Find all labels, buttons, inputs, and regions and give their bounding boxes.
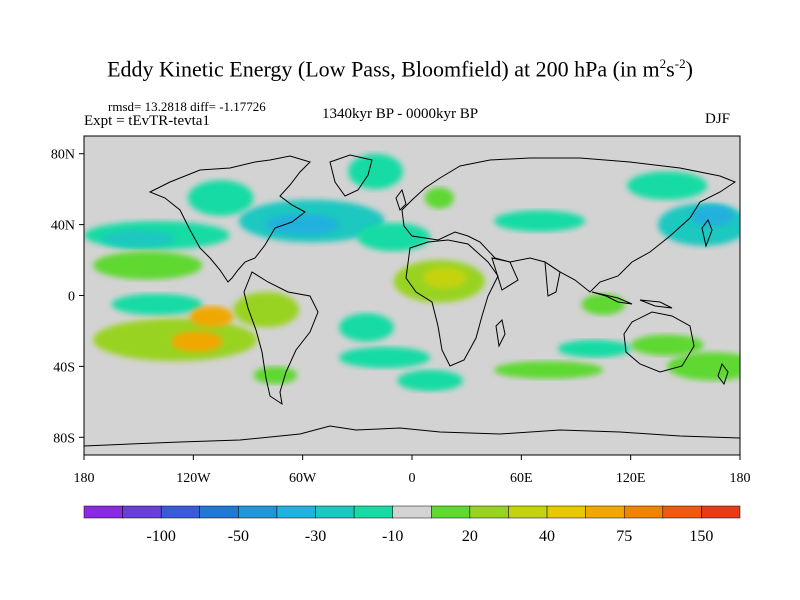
- y-tick-label: 80N: [51, 148, 75, 163]
- colorbar-swatch: [662, 505, 702, 519]
- anomaly-europe-pos: [424, 187, 454, 209]
- colorbar-label: 150: [689, 528, 713, 545]
- season-label: DJF: [704, 111, 730, 127]
- anomaly-southern-ocean-neg: [339, 346, 431, 369]
- anomaly-africa-pos-core: [422, 267, 467, 289]
- colorbar-swatch: [122, 505, 162, 519]
- anomaly-south-america-pos: [233, 291, 300, 328]
- chart-title: Eddy Kinetic Energy (Low Pass, Bloomfiel…: [107, 56, 693, 82]
- colorbar-label: -30: [305, 528, 326, 545]
- x-tick-label: 60W: [289, 471, 317, 486]
- colorbar-swatch: [276, 505, 316, 519]
- y-tick-label: 0: [68, 290, 75, 305]
- colorbar-swatch: [160, 505, 201, 519]
- colorbar-swatch: [199, 505, 239, 519]
- colorbar-swatch: [431, 505, 471, 519]
- colorbar-swatch: [353, 505, 393, 519]
- anomaly-field: [84, 153, 740, 392]
- anomaly-north-atlantic-neg-core: [266, 213, 340, 236]
- x-tick-label: 120E: [616, 471, 646, 486]
- colorbar-label: -10: [382, 528, 403, 545]
- anomaly-south-pacific-east-pos: [667, 352, 740, 381]
- y-tick-label: 40N: [51, 219, 75, 234]
- x-tick-label: 180: [74, 471, 95, 486]
- colorbar-swatch: [623, 505, 664, 519]
- anomaly-south-pacific-max-1: [189, 306, 234, 328]
- axis-ticks: 180 120W 60W 0 60E 120E 180 80N 40N 0 40S 80S: [51, 148, 751, 486]
- anomaly-east-indian-neg: [557, 339, 631, 358]
- anomaly-south-pacific-max-2: [171, 330, 223, 353]
- anomaly-west-pacific-neg-core: [690, 205, 735, 227]
- colorbar-swatch: [701, 505, 741, 519]
- colorbar-swatch: [546, 505, 586, 519]
- anomaly-greenland-neg: [348, 153, 403, 190]
- anomaly-southern-ocean-neg-2: [397, 369, 464, 392]
- colorbar-swatch: [585, 505, 625, 519]
- colorbar-swatch: [508, 505, 548, 519]
- coastlines: [84, 154, 740, 447]
- anomaly-south-atlantic-neg: [339, 313, 394, 342]
- colorbar-label: 40: [539, 528, 555, 545]
- anomaly-north-pacific-neg-core: [102, 229, 176, 248]
- anomaly-asia-neg: [494, 210, 586, 232]
- colorbar-swatch: [392, 505, 432, 519]
- anomaly-tropical-pacific-neg: [111, 293, 203, 315]
- colorbar-label: 75: [616, 528, 632, 545]
- anomaly-canada-neg: [187, 180, 254, 216]
- colorbar-swatch: [315, 505, 355, 519]
- x-tick-label: 0: [409, 471, 416, 486]
- colorbar-label: -50: [228, 528, 249, 545]
- time-period-label: 1340kyr BP - 0000kyr BP: [322, 106, 479, 122]
- experiment-label: Expt = tEvTR-tevta1: [84, 113, 210, 129]
- colorbar-swatch: [238, 505, 278, 519]
- anomaly-mediterranean-neg: [357, 222, 431, 252]
- anomaly-siberia-neg: [627, 171, 708, 200]
- x-tick-label: 120W: [176, 471, 211, 486]
- colorbar-swatch: [469, 505, 509, 519]
- y-tick-label: 40S: [53, 360, 75, 375]
- rmsd-diff-stats: rmsd= 13.2818 diff= -1.17726: [108, 99, 266, 114]
- x-tick-label: 180: [730, 471, 751, 486]
- colorbar-swatch: [83, 505, 123, 519]
- anomaly-indian-ocean-pos: [494, 361, 604, 379]
- anomaly-north-pacific-pos: [93, 251, 203, 280]
- y-tick-label: 80S: [53, 431, 75, 446]
- anomaly-indonesia-pos: [581, 293, 626, 315]
- x-tick-label: 60E: [510, 471, 533, 486]
- anomaly-drake-pos: [253, 366, 298, 385]
- colorbar-label: -100: [147, 528, 176, 545]
- anomaly-australia-pos: [630, 334, 704, 356]
- colorbar: -100 -50 -30 -10 20 40 75 150: [83, 505, 741, 545]
- colorbar-label: 20: [462, 528, 478, 545]
